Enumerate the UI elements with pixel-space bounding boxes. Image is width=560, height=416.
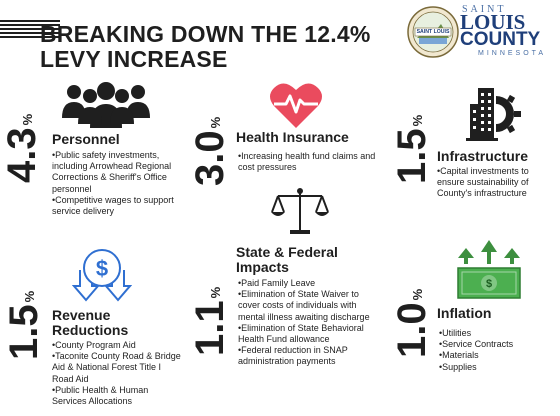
health-heading: Health Insurance	[236, 129, 349, 145]
heart-pulse-icon	[268, 80, 324, 130]
county-seal-logo: SAINT LOUIS	[407, 6, 459, 58]
health-percent: 3.0%	[188, 116, 232, 186]
logo-county: COUNTY	[460, 29, 541, 50]
personnel-bullets: Public safety investments, including Arr…	[52, 150, 174, 217]
svg-text:$: $	[486, 278, 492, 290]
inflation-heading: Inflation	[437, 305, 492, 321]
list-item: Public safety investments, including Arr…	[52, 150, 174, 195]
infrastructure-bullets: Capital investments to ensure sustainabi…	[437, 166, 555, 200]
revenue-percent: 1.5%	[2, 290, 46, 360]
list-item: Service Contracts	[439, 339, 549, 350]
infrastructure-heading: Infrastructure	[437, 148, 529, 164]
list-item: Utilities	[439, 328, 549, 339]
title-stripes	[0, 20, 60, 42]
money-arrows-up-icon: $	[456, 240, 522, 300]
list-item: Elimination of State Behavioral Health F…	[238, 323, 380, 345]
inflation-percent: 1.0%	[390, 288, 434, 358]
scales-icon	[270, 186, 330, 236]
state-bullets: Paid Family Leave Elimination of State W…	[238, 278, 380, 368]
people-group-icon	[60, 82, 152, 128]
logo-saint: SAINT	[462, 4, 507, 15]
list-item: Public Health & Human Services Allocatio…	[52, 385, 184, 407]
inflation-bullets: Utilities Service Contracts Materials Su…	[439, 328, 549, 373]
list-item: County Program Aid	[52, 340, 184, 351]
health-bullets: Increasing health fund claims and cost p…	[238, 151, 378, 173]
list-item: Increasing health fund claims and cost p…	[238, 151, 378, 173]
list-item: Paid Family Leave	[238, 278, 380, 289]
seal-text: SAINT LOUIS	[416, 29, 450, 35]
state-heading: State & Federal Impacts	[236, 244, 338, 275]
list-item: Federal reduction in SNAP administration…	[238, 345, 380, 367]
list-item: Materials	[439, 350, 549, 361]
personnel-heading: Personnel	[52, 131, 120, 147]
list-item: Competitive wages to support service del…	[52, 195, 174, 217]
building-gear-icon	[466, 86, 524, 142]
infrastructure-percent: 1.5%	[390, 114, 434, 184]
page-title: BREAKING DOWN THE 12.4% LEVY INCREASE	[40, 21, 371, 72]
list-item: Supplies	[439, 362, 549, 373]
logo-minnesota: MINNESOTA	[478, 50, 547, 57]
logo-louis: LOUIS	[460, 10, 526, 34]
list-item: Elimination of State Waiver to cover cos…	[238, 289, 380, 323]
list-item: Capital investments to ensure sustainabi…	[437, 166, 555, 200]
dollar-down-arrows-icon: $	[71, 246, 133, 302]
revenue-heading: Revenue Reductions	[52, 307, 129, 338]
state-percent: 1.1%	[188, 286, 232, 356]
revenue-bullets: County Program Aid Taconite County Road …	[52, 340, 184, 407]
personnel-percent: 4.3%	[0, 113, 44, 183]
list-item: Taconite County Road & Bridge Aid & Nati…	[52, 351, 184, 385]
svg-text:$: $	[96, 256, 108, 281]
